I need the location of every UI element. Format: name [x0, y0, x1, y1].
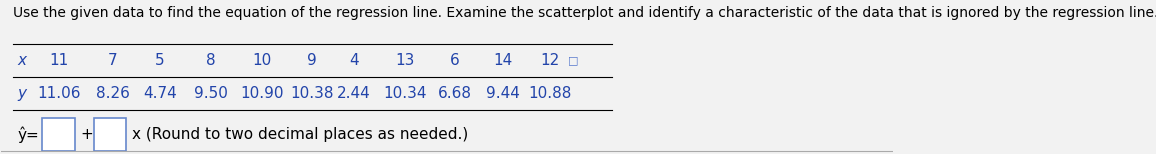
Text: 7: 7 [109, 53, 118, 68]
FancyBboxPatch shape [43, 118, 74, 151]
Text: y: y [17, 86, 27, 101]
Text: 14: 14 [494, 53, 512, 68]
Text: 9.44: 9.44 [486, 86, 520, 101]
Text: 8.26: 8.26 [96, 86, 129, 101]
Text: 13: 13 [395, 53, 414, 68]
Text: 2.44: 2.44 [336, 86, 371, 101]
Text: 6.68: 6.68 [438, 86, 472, 101]
Text: 10: 10 [252, 53, 272, 68]
Text: 12: 12 [540, 53, 560, 68]
Text: x (Round to two decimal places as needed.): x (Round to two decimal places as needed… [132, 127, 468, 142]
Text: □: □ [568, 55, 578, 65]
Text: 9: 9 [307, 53, 317, 68]
Text: x: x [17, 53, 27, 68]
Text: 6: 6 [450, 53, 459, 68]
Text: 10.34: 10.34 [383, 86, 427, 101]
Text: 4: 4 [349, 53, 358, 68]
Text: 4.74: 4.74 [143, 86, 177, 101]
Text: 8: 8 [206, 53, 216, 68]
Text: 10.38: 10.38 [290, 86, 334, 101]
Text: 11: 11 [50, 53, 69, 68]
Text: 10.88: 10.88 [528, 86, 572, 101]
FancyBboxPatch shape [94, 118, 126, 151]
Text: Use the given data to find the equation of the regression line. Examine the scat: Use the given data to find the equation … [13, 6, 1156, 20]
Text: 11.06: 11.06 [38, 86, 81, 101]
Text: 10.90: 10.90 [240, 86, 283, 101]
Text: 9.50: 9.50 [194, 86, 228, 101]
Text: 5: 5 [155, 53, 165, 68]
Text: +: + [80, 127, 92, 142]
Text: ŷ=: ŷ= [17, 126, 39, 143]
